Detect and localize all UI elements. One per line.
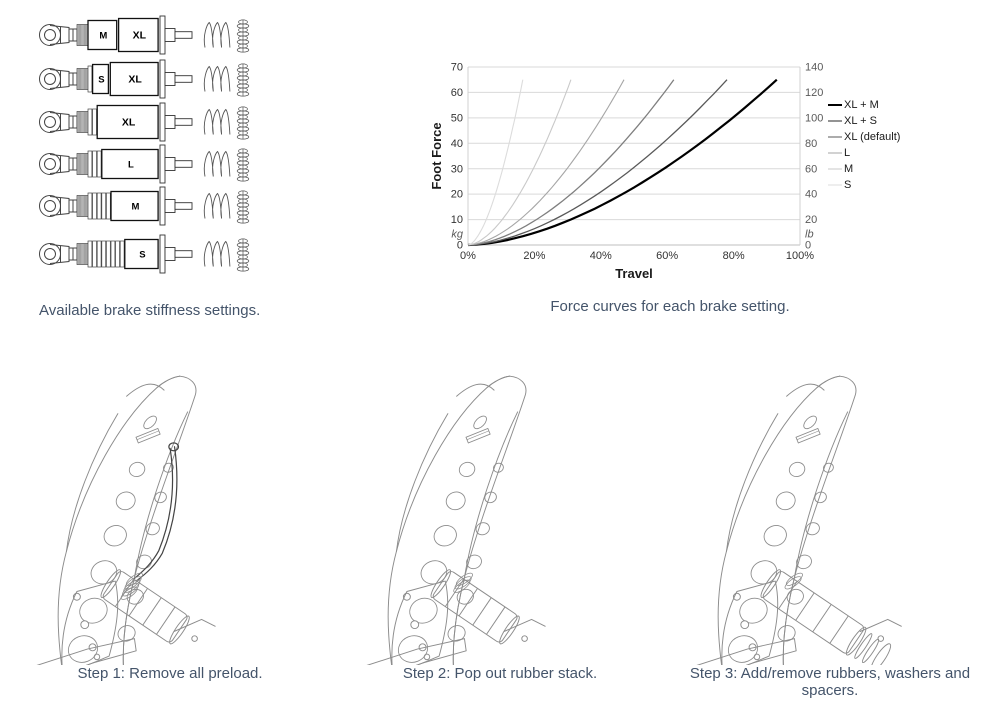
svg-text:40: 40 — [805, 189, 817, 201]
svg-text:M: M — [844, 163, 853, 175]
svg-text:M: M — [99, 31, 107, 42]
svg-text:40: 40 — [451, 138, 463, 150]
svg-text:Travel: Travel — [615, 266, 653, 281]
svg-text:50: 50 — [451, 113, 463, 125]
svg-text:60: 60 — [805, 163, 817, 175]
svg-text:XL: XL — [122, 117, 136, 129]
svg-text:100%: 100% — [786, 250, 814, 262]
svg-text:XL + S: XL + S — [844, 115, 877, 127]
svg-text:kg: kg — [451, 229, 464, 241]
svg-text:L: L — [844, 147, 850, 159]
svg-text:XL: XL — [133, 30, 147, 42]
svg-text:10: 10 — [451, 214, 463, 226]
svg-text:M: M — [132, 202, 140, 213]
svg-text:Foot Force: Foot Force — [430, 122, 444, 189]
svg-text:60: 60 — [451, 87, 463, 99]
svg-text:140: 140 — [805, 62, 823, 74]
svg-text:XL (default): XL (default) — [844, 131, 900, 143]
svg-text:80: 80 — [805, 138, 817, 150]
svg-text:S: S — [844, 179, 851, 191]
svg-text:100: 100 — [805, 113, 823, 125]
svg-text:0%: 0% — [460, 250, 476, 262]
svg-text:40%: 40% — [590, 250, 612, 262]
svg-text:XL + M: XL + M — [844, 99, 879, 111]
svg-text:120: 120 — [805, 87, 823, 99]
svg-text:30: 30 — [451, 163, 463, 175]
svg-text:60%: 60% — [656, 250, 678, 262]
svg-text:S: S — [98, 75, 104, 86]
svg-text:20: 20 — [451, 189, 463, 201]
svg-text:L: L — [128, 160, 134, 171]
svg-text:80%: 80% — [723, 250, 745, 262]
svg-text:20: 20 — [805, 214, 817, 226]
svg-text:S: S — [139, 250, 145, 261]
svg-text:70: 70 — [451, 62, 463, 74]
svg-text:XL: XL — [128, 74, 142, 86]
svg-text:20%: 20% — [523, 250, 545, 262]
svg-text:lb: lb — [805, 229, 814, 241]
